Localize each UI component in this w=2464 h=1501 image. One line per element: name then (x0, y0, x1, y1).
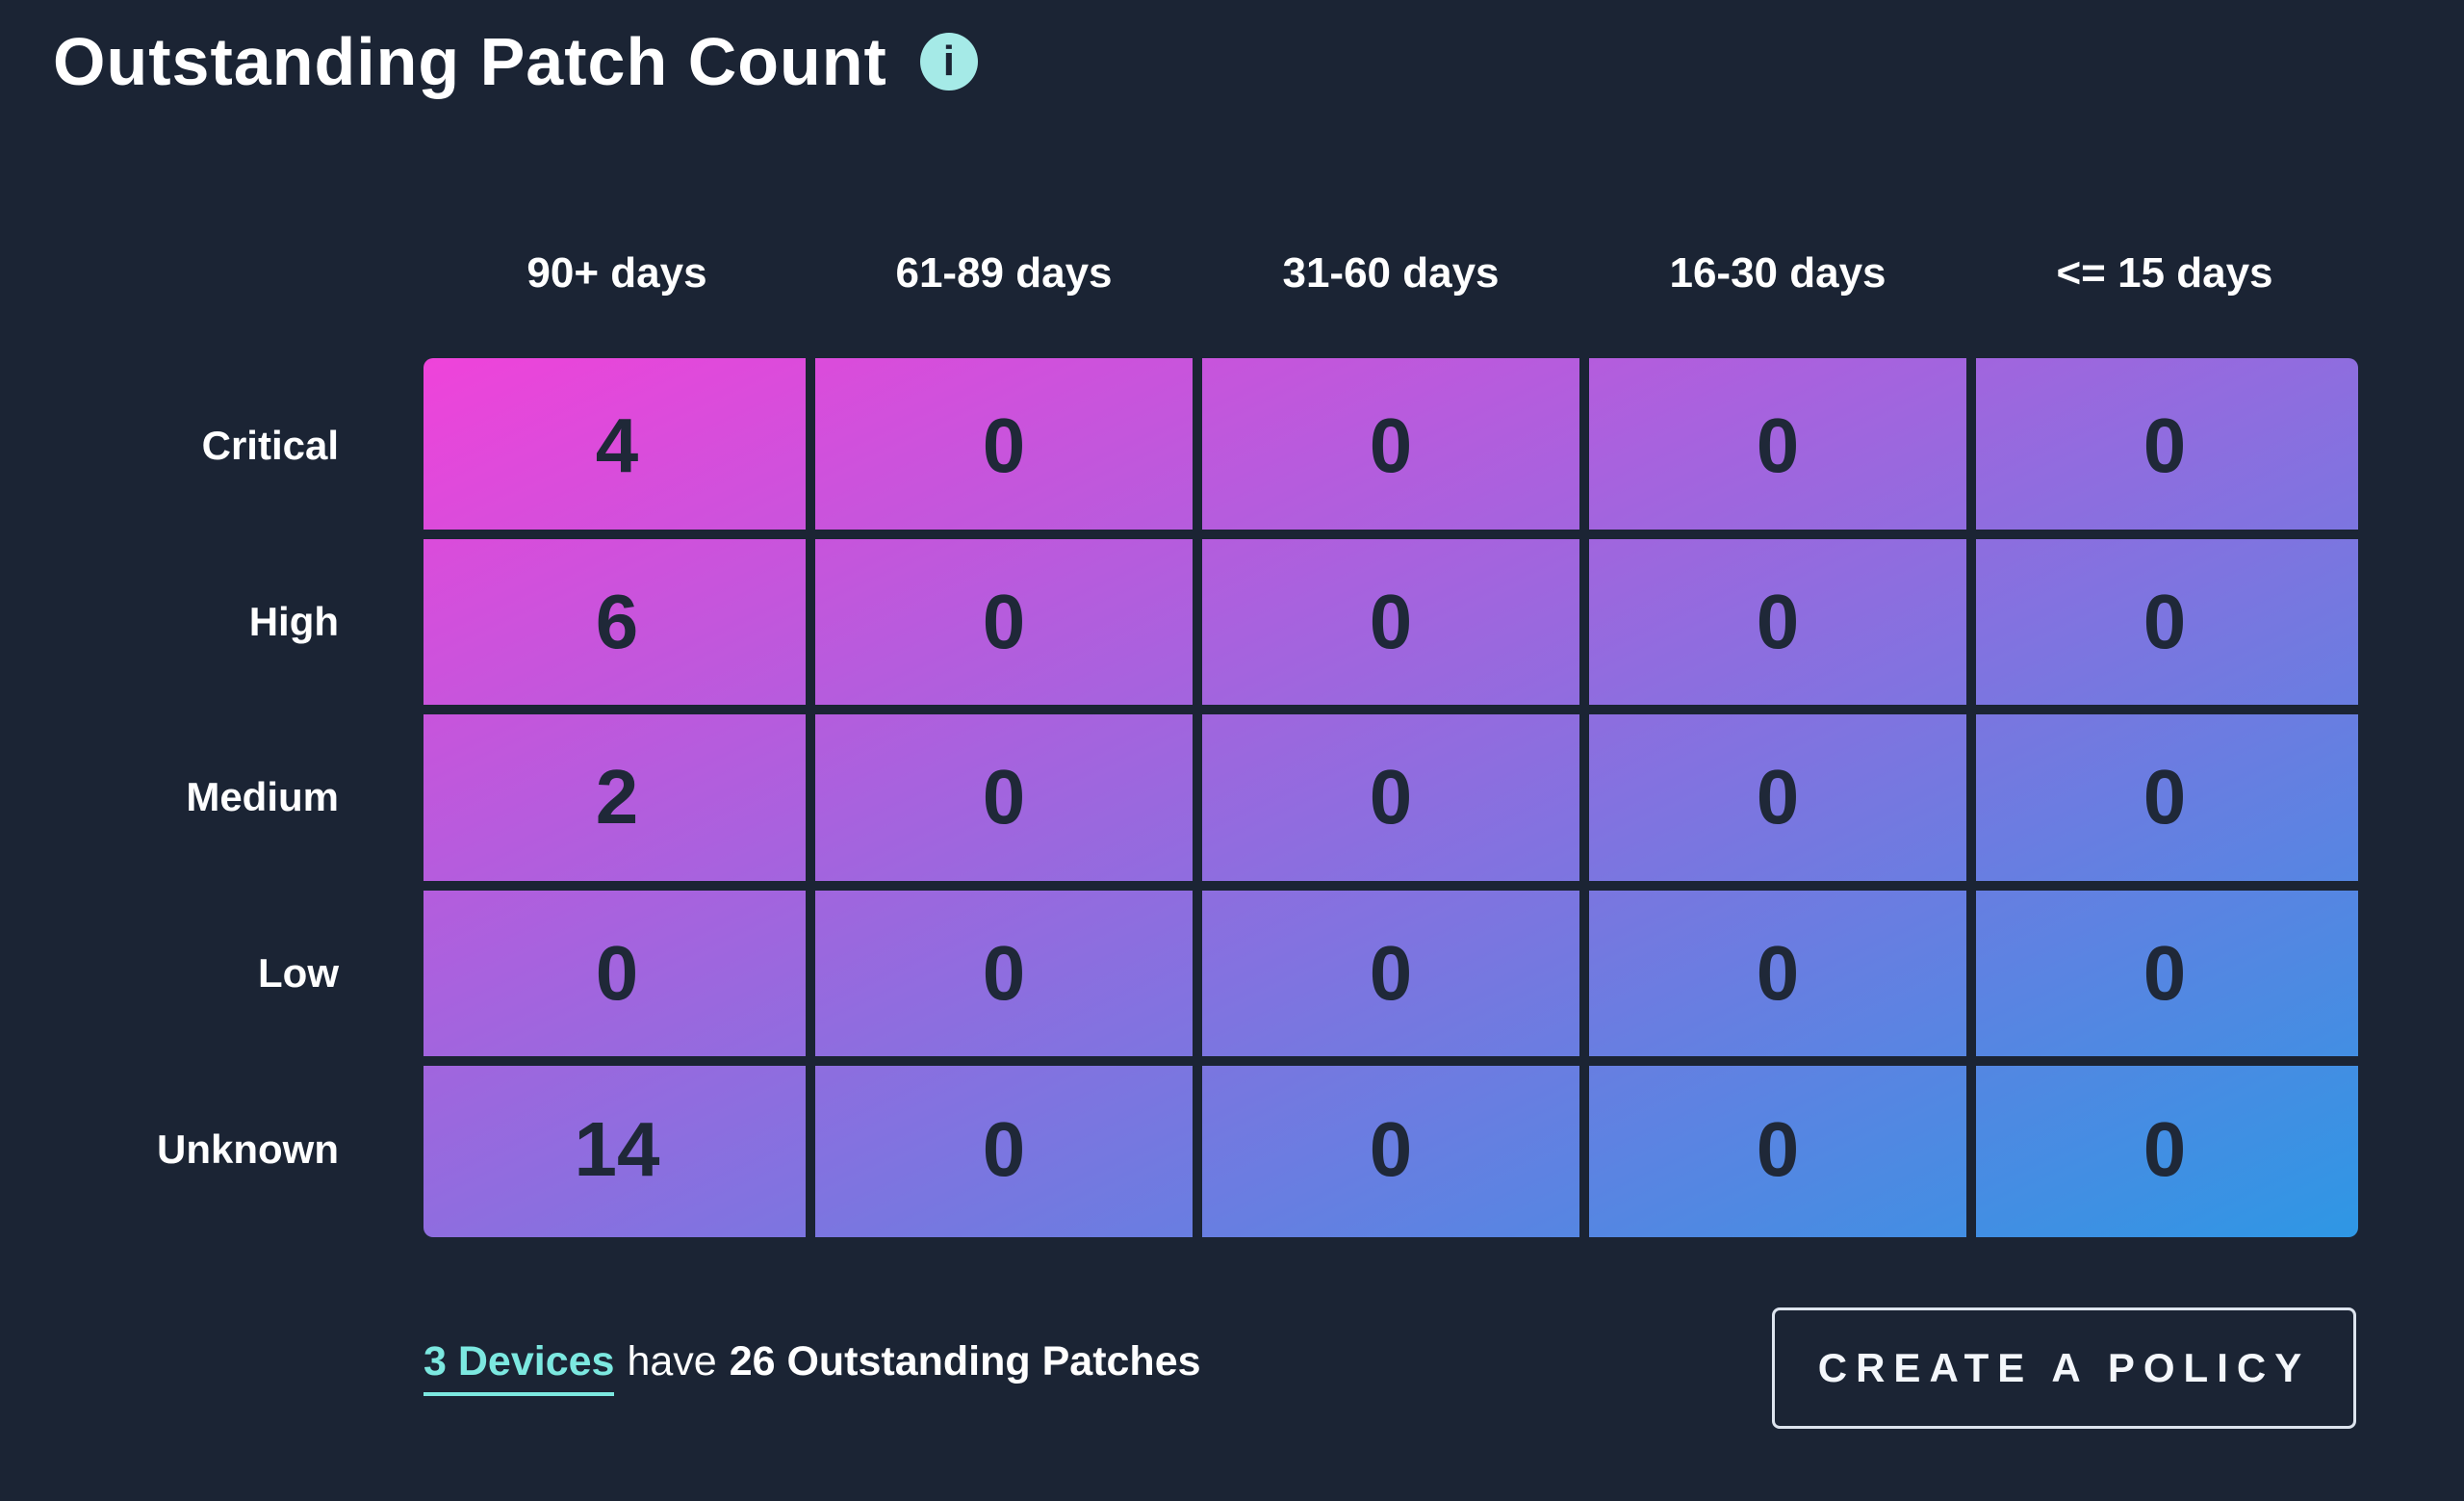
heatmap-cell-medium-5[interactable]: 0 (2143, 754, 2187, 841)
column-header: <= 15 days (2056, 249, 2273, 297)
heatmap-cell-high-1[interactable]: 6 (595, 578, 639, 664)
heatmap-cell-medium-4[interactable]: 0 (1756, 754, 1800, 841)
column-header: 90+ days (526, 249, 707, 297)
column-headers-row: 90+ days 61-89 days 31-60 days 16-30 days <=… (424, 239, 2358, 308)
widget-header: Outstanding Patch Count i (53, 23, 978, 100)
vertical-gridline (1193, 358, 1202, 1237)
heatmap-cell-low-1[interactable]: 0 (595, 930, 639, 1017)
heatmap-cell-high-4[interactable]: 0 (1756, 578, 1800, 664)
summary-line: 3 Devices have 26 Outstanding Patches (424, 1338, 1201, 1396)
horizontal-gridline (424, 529, 2358, 539)
heatmap-cell-critical-5[interactable]: 0 (2143, 402, 2187, 489)
summary-bold-text: 26 Outstanding Patches (729, 1338, 1201, 1385)
heatmap-cell-medium-1[interactable]: 2 (595, 754, 639, 841)
heatmap-cell-critical-4[interactable]: 0 (1756, 402, 1800, 489)
row-labels-column: Critical High Medium Low Unknown (0, 358, 339, 1237)
heatmap-cells: 4 0 0 0 0 6 0 0 0 0 2 0 0 0 0 0 0 0 0 0 14 0 0 0 0 (424, 358, 2358, 1237)
heatmap-cell-high-3[interactable]: 0 (1369, 578, 1413, 664)
row-label: Unknown (157, 1126, 339, 1172)
heatmap-cell-critical-2[interactable]: 0 (982, 402, 1026, 489)
vertical-gridline (1579, 358, 1589, 1237)
heatmap-cell-unknown-1[interactable]: 14 (574, 1105, 660, 1192)
row-label: High (248, 598, 339, 644)
heatmap-cell-medium-2[interactable]: 0 (982, 754, 1026, 841)
heatmap-cell-medium-3[interactable]: 0 (1369, 754, 1413, 841)
vertical-gridline (806, 358, 815, 1237)
devices-link[interactable]: 3 Devices (424, 1338, 615, 1396)
column-header: 61-89 days (895, 249, 1113, 297)
horizontal-gridline (424, 705, 2358, 715)
column-header: 16-30 days (1669, 249, 1886, 297)
heatmap-cell-low-5[interactable]: 0 (2143, 930, 2187, 1017)
heatmap-cell-high-5[interactable]: 0 (2143, 578, 2187, 664)
create-policy-button[interactable]: CREATE A POLICY (1772, 1307, 2356, 1429)
info-icon[interactable]: i (919, 33, 978, 91)
vertical-gridline (1966, 358, 1976, 1237)
page-title: Outstanding Patch Count (53, 24, 887, 99)
heatmap-cell-unknown-4[interactable]: 0 (1756, 1105, 1800, 1192)
horizontal-gridline (424, 880, 2358, 891)
heatmap-cell-unknown-5[interactable]: 0 (2143, 1105, 2187, 1192)
row-label: Medium (186, 774, 339, 820)
heatmap-cell-critical-1[interactable]: 4 (595, 402, 639, 489)
patch-count-heatmap: 4 0 0 0 0 6 0 0 0 0 2 0 0 0 0 0 0 0 0 0 14 0 0 0 0 (424, 358, 2358, 1237)
horizontal-gridline (424, 1056, 2358, 1067)
heatmap-cell-low-2[interactable]: 0 (982, 930, 1026, 1017)
heatmap-cell-unknown-2[interactable]: 0 (982, 1105, 1026, 1192)
row-label: Critical (201, 423, 339, 469)
heatmap-cell-high-2[interactable]: 0 (982, 578, 1026, 664)
column-header: 31-60 days (1282, 249, 1500, 297)
summary-middle-text: have (627, 1338, 717, 1385)
heatmap-cell-critical-3[interactable]: 0 (1369, 402, 1413, 489)
row-label: Low (258, 950, 339, 996)
heatmap-cell-low-3[interactable]: 0 (1369, 930, 1413, 1017)
heatmap-cell-low-4[interactable]: 0 (1756, 930, 1800, 1017)
heatmap-cell-unknown-3[interactable]: 0 (1369, 1105, 1413, 1192)
